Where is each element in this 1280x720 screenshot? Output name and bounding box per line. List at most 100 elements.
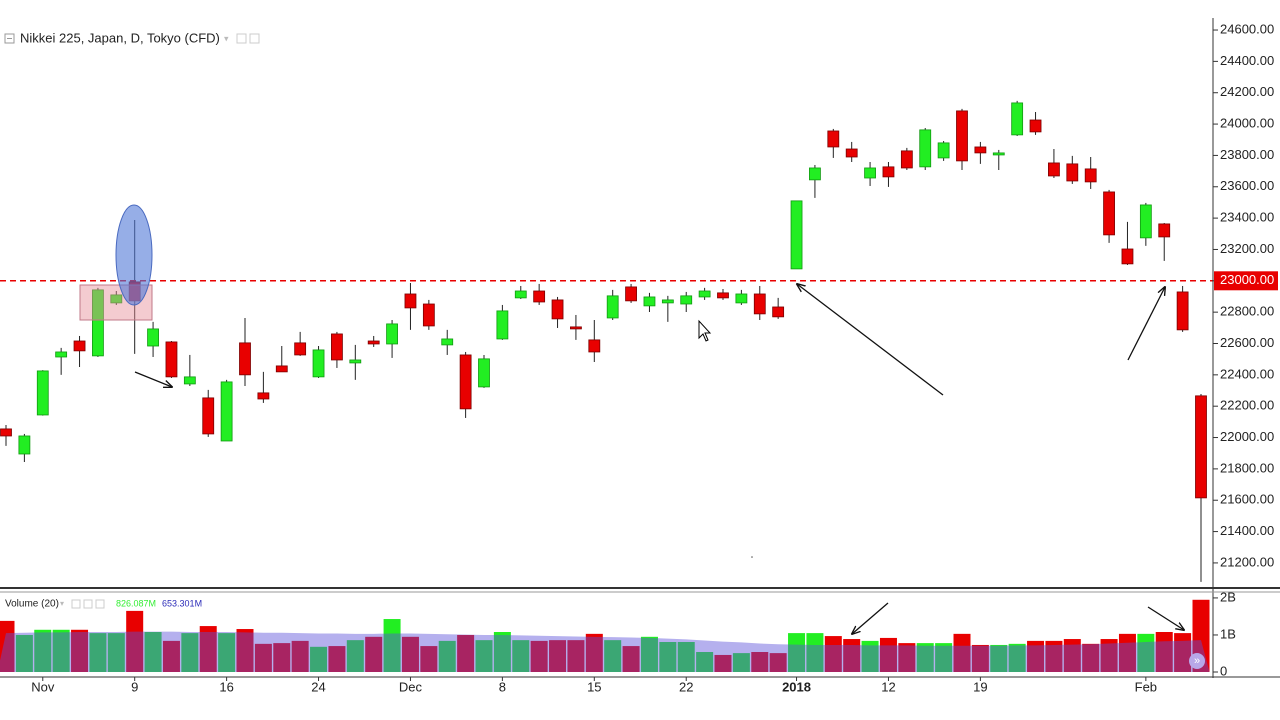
y-tick-label: 23200.00: [1220, 241, 1274, 256]
candle-body: [110, 294, 123, 304]
volume-bar: [824, 636, 842, 672]
x-tick-label: 22: [679, 679, 693, 694]
candle-body: [533, 290, 546, 303]
candle-body: [294, 342, 307, 356]
volume-readout: 826.087M: [116, 598, 156, 608]
dropdown-icon[interactable]: ▾: [60, 599, 64, 608]
volume-bar: [181, 633, 199, 672]
scroll-button[interactable]: [1189, 653, 1205, 669]
volume-bar: [1100, 639, 1118, 672]
candle-body: [956, 110, 968, 162]
volume-bar: [15, 634, 33, 672]
volume-bar: [493, 632, 511, 672]
y-tick-label: 22800.00: [1220, 304, 1274, 319]
candle-body: [1139, 204, 1152, 239]
candle-body: [496, 310, 509, 340]
y-tick-label: 23600.00: [1220, 178, 1274, 193]
candle-body: [73, 340, 86, 352]
volume-bar: [71, 629, 89, 672]
candle-body: [386, 323, 398, 345]
volume-bar: [769, 653, 787, 672]
candle-body: [220, 381, 233, 442]
candle-body: [1103, 191, 1115, 236]
volume-bar: [512, 640, 530, 672]
volume-bar: [1082, 643, 1100, 672]
candle-body: [992, 152, 1005, 156]
candle-body: [331, 333, 343, 361]
volume-bar: [89, 633, 107, 672]
y-tick-label: 23400.00: [1220, 210, 1274, 225]
volume-bar: [310, 646, 328, 672]
volume-bar: [1137, 633, 1155, 672]
dropdown-icon[interactable]: ▾: [224, 33, 229, 43]
volume-bar: [199, 626, 217, 672]
candle-body: [367, 340, 380, 345]
candle-body: [312, 349, 325, 378]
volume-bar: [990, 644, 1008, 672]
volume-bar: [0, 620, 15, 672]
collapse-icon[interactable]: [4, 33, 15, 44]
volume-bar: [1045, 640, 1063, 672]
volume-bar: [1174, 633, 1192, 672]
candle-body: [1121, 248, 1134, 265]
candle-body: [919, 129, 932, 168]
candle-body: [92, 289, 104, 357]
candle-body: [772, 306, 785, 318]
settings-icon[interactable]: [71, 599, 81, 609]
arrow: [797, 284, 944, 396]
y-tick-label: 21200.00: [1220, 554, 1274, 569]
candle-body: [202, 397, 215, 435]
volume-bar: [696, 652, 714, 672]
volume-bar: [843, 639, 861, 672]
volume-bar: [162, 640, 180, 672]
candle-body: [1084, 168, 1097, 183]
y-tick-label: 1B: [1220, 626, 1236, 641]
candle-body: [18, 435, 31, 455]
y-tick-label: 24400.00: [1220, 53, 1274, 68]
candle-body: [514, 290, 527, 299]
close-icon[interactable]: [95, 599, 105, 609]
settings-icon[interactable]: [83, 599, 93, 609]
scroll-button-icon[interactable]: »: [1194, 655, 1200, 667]
volume-bar: [861, 640, 879, 672]
volume-bar: [953, 633, 971, 672]
volume-bar: [475, 640, 493, 672]
candle-body: [643, 296, 656, 307]
volume-bar: [585, 633, 603, 672]
y-tick-label: 21400.00: [1220, 523, 1274, 538]
mouse-cursor: [698, 319, 712, 342]
volume-bar: [1155, 632, 1173, 672]
candle-body: [349, 359, 362, 364]
volume-bar: [677, 642, 695, 672]
candle-body: [845, 148, 858, 158]
close-icon[interactable]: [249, 33, 260, 44]
volume-bar: [604, 640, 622, 672]
candle-body: [790, 200, 803, 270]
x-tick-label: Nov: [31, 679, 55, 694]
arrow: [134, 371, 172, 387]
y-tick-label: 24000.00: [1220, 116, 1274, 131]
y-tick-label: 23800.00: [1220, 147, 1274, 162]
volume-bar: [971, 644, 989, 672]
y-tick-label: 21800.00: [1220, 460, 1274, 475]
candle-body: [606, 295, 619, 319]
volume-bar: [401, 636, 419, 672]
volume-bar: [659, 642, 677, 672]
candle-body: [422, 303, 435, 327]
x-tick-label: 2018: [782, 679, 811, 694]
volume-bar: [916, 643, 934, 672]
volume-bar: [273, 643, 291, 672]
arrow: [852, 602, 889, 634]
volume-bar: [34, 629, 52, 672]
candle-body: [680, 295, 693, 305]
candle-body: [275, 365, 288, 373]
candle-body: [827, 130, 840, 148]
volume-bar: [218, 633, 236, 672]
volume-bar: [1063, 639, 1081, 672]
volume-bar: [549, 640, 567, 672]
volume-bar: [898, 643, 916, 672]
settings-icon[interactable]: [236, 33, 247, 44]
volume-bar: [254, 643, 272, 672]
